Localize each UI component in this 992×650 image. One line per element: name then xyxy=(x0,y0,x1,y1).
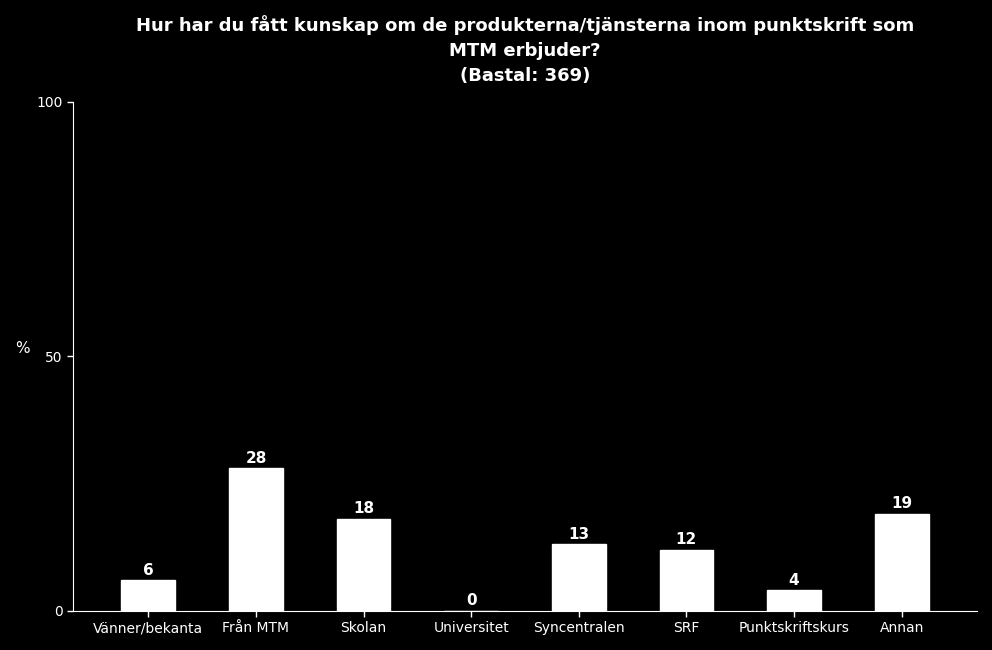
Text: 12: 12 xyxy=(676,532,697,547)
Text: 19: 19 xyxy=(891,497,913,512)
Bar xyxy=(660,549,713,610)
Y-axis label: %: % xyxy=(15,341,30,356)
Bar xyxy=(767,590,821,610)
Bar xyxy=(229,468,283,610)
Text: 28: 28 xyxy=(245,450,267,465)
Bar xyxy=(552,545,606,610)
Bar xyxy=(336,519,391,610)
Title: Hur har du fått kunskap om de produkterna/tjänsterna inom punktskrift som
MTM er: Hur har du fått kunskap om de produktern… xyxy=(136,15,914,85)
Text: 13: 13 xyxy=(568,527,589,542)
Bar xyxy=(875,514,929,610)
Bar xyxy=(121,580,176,610)
Text: 18: 18 xyxy=(353,501,374,517)
Text: 4: 4 xyxy=(789,573,800,588)
Text: 0: 0 xyxy=(466,593,476,608)
Text: 6: 6 xyxy=(143,562,154,577)
